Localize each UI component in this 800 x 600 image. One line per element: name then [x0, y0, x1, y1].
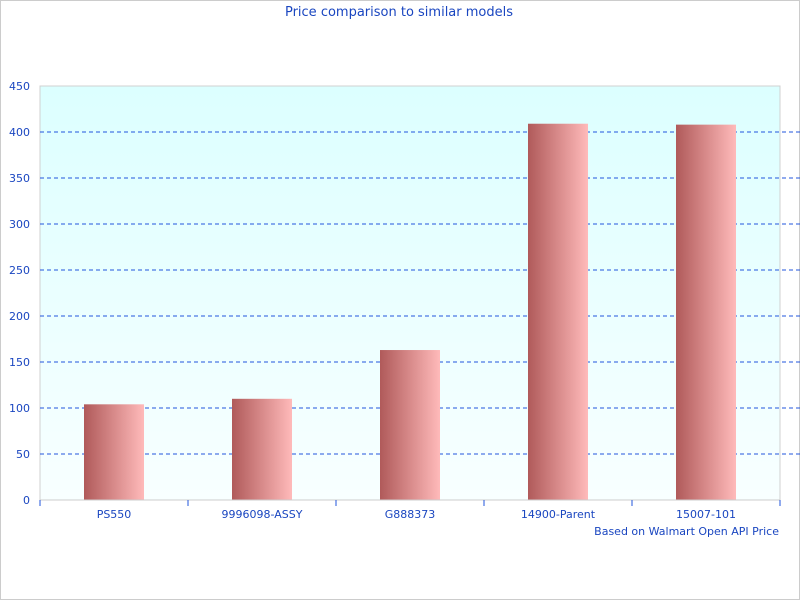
x-tick-label: 14900-Parent [521, 508, 596, 521]
x-tick-label: G888373 [385, 508, 436, 521]
y-tick-label: 150 [9, 356, 30, 369]
x-tick-label: 9996098-ASSY [222, 508, 303, 521]
bar-9996098-ASSY [232, 398, 292, 500]
y-tick-label: 0 [23, 494, 30, 507]
x-tick-label: 15007-101 [676, 508, 736, 521]
y-tick-label: 250 [9, 264, 30, 277]
bar-14900-Parent [528, 123, 588, 500]
y-tick-label: 400 [9, 126, 30, 139]
y-tick-label: 100 [9, 402, 30, 415]
y-tick-label: 200 [9, 310, 30, 323]
bar-15007-101 [676, 124, 736, 500]
y-tick-label: 350 [9, 172, 30, 185]
bar-PS550 [84, 404, 144, 500]
chart-title: Price comparison to similar models [285, 5, 513, 20]
y-tick-label: 300 [9, 218, 30, 231]
bar-G888373 [380, 350, 440, 500]
x-tick-label: PS550 [97, 508, 132, 521]
y-tick-label: 50 [16, 448, 30, 461]
y-tick-label: 450 [9, 80, 30, 93]
source-annotation: Based on Walmart Open API Price [594, 525, 779, 538]
